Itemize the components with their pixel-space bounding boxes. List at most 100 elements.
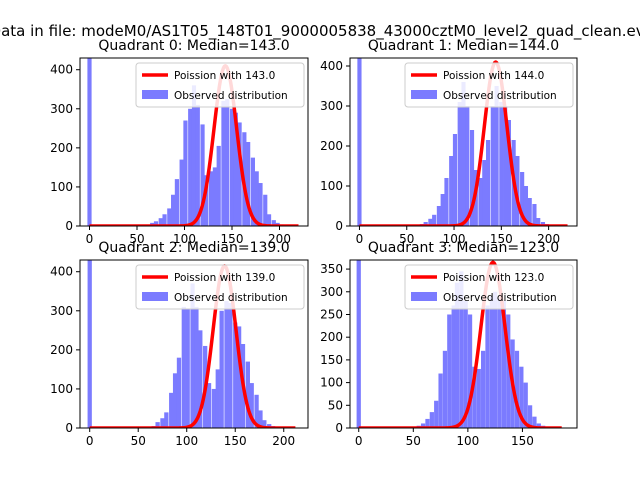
histogram-bar <box>481 350 486 428</box>
y-tick-label: 300 <box>50 304 73 318</box>
histogram-bar <box>452 134 458 226</box>
histogram-bar <box>457 102 462 226</box>
histogram-bar <box>172 373 178 428</box>
x-tick-label: 50 <box>131 434 146 448</box>
histogram-bar <box>434 400 439 428</box>
histogram-bar <box>432 214 437 226</box>
histogram-bar <box>499 102 504 226</box>
legend-hist-label: Observed distribution <box>174 292 288 304</box>
histogram-bar <box>219 310 224 428</box>
histogram-bar <box>87 260 92 428</box>
subplot-quadrant-1: 0 50 100 150 200 0 100 200 300 400 Quadrant 1: Med… <box>320 38 578 246</box>
histogram-bar <box>185 308 190 428</box>
histogram-bar <box>246 142 251 226</box>
histogram-bar <box>206 383 212 428</box>
legend-curve-label: Poission with 143.0 <box>174 70 275 82</box>
legend-curve-label: Poission with 123.0 <box>443 272 544 284</box>
histogram-bar <box>167 208 172 226</box>
histogram-bar <box>249 383 254 428</box>
histogram-bar <box>221 100 226 226</box>
figure-suptitle: Data in file: modeM0/AS1T05_148T01_90000… <box>0 22 640 41</box>
legend-hist-label: Observed distribution <box>443 292 557 304</box>
histogram-bar <box>485 305 490 428</box>
y-tick-label: 400 <box>320 59 343 73</box>
histogram-bar <box>155 422 160 428</box>
histogram-bar <box>195 104 200 226</box>
x-tick-label: 0 <box>86 434 94 448</box>
legend-box <box>135 62 305 108</box>
histogram-bar <box>467 314 473 428</box>
histogram-bar <box>215 369 220 428</box>
histogram-bar <box>447 314 452 428</box>
legend-hist-label: Observed distribution <box>174 90 288 102</box>
y-tick-label: 150 <box>320 353 343 367</box>
axes-frame <box>349 259 578 429</box>
histogram-bar <box>262 420 267 428</box>
legend: Poission with 139.0 Observed distribution <box>135 264 305 310</box>
y-tick-label: 0 <box>335 421 343 435</box>
legend-box <box>404 264 574 310</box>
histogram-bar <box>429 412 434 428</box>
histogram-bar <box>158 218 163 226</box>
y-tick-label: 50 <box>328 398 343 412</box>
y-tick-label: 300 <box>320 99 343 113</box>
x-tick-label: 0 <box>356 232 364 246</box>
legend: Poission with 144.0 Observed distribution <box>404 62 574 108</box>
histogram-bar <box>233 112 238 226</box>
histogram-bar <box>229 108 235 226</box>
histogram-bar <box>423 222 428 226</box>
histogram-bar <box>536 423 541 428</box>
poisson-curve <box>88 64 300 226</box>
x-tick-label: 100 <box>173 232 196 246</box>
histogram-bar <box>436 206 441 226</box>
histogram-bar <box>428 218 433 226</box>
subplot-title: Quadrant 3: Median=123.0 <box>368 240 559 256</box>
histogram-bar <box>87 58 92 226</box>
y-tick-label: 100 <box>50 382 73 396</box>
x-tick-label: 50 <box>406 434 421 448</box>
histogram-bar <box>179 159 184 226</box>
y-tick-label: 300 <box>320 285 343 299</box>
histogram-bar <box>176 357 182 428</box>
subplot-title: Quadrant 0: Median=143.0 <box>98 38 289 54</box>
legend-curve-label: Poission with 144.0 <box>443 70 544 82</box>
histogram-bar <box>171 194 176 226</box>
legend-curve-label: Poission with 139.0 <box>174 272 275 284</box>
legend-box <box>135 264 305 310</box>
y-tick-label: 100 <box>320 179 343 193</box>
histogram-bar <box>469 130 475 226</box>
histogram-bar <box>501 300 507 428</box>
y-tick-label: 0 <box>335 219 343 233</box>
histogram-bar <box>254 171 259 226</box>
histogram-bar <box>463 300 468 428</box>
histogram-bar <box>266 214 272 226</box>
subplot-quadrant-3: 0 50 100 150 0 50 100 150 200 250 300 350 Quadrant 3… <box>320 240 578 448</box>
histogram-bar <box>514 350 520 428</box>
y-tick-label: 200 <box>320 139 343 153</box>
histogram-bar <box>258 183 263 226</box>
legend-hist-label: Observed distribution <box>443 90 557 102</box>
histogram-bar <box>200 124 205 226</box>
poisson-curve <box>88 264 297 428</box>
x-tick-label: 100 <box>443 232 466 246</box>
y-tick-label: 400 <box>50 265 73 279</box>
histogram-bar <box>532 204 537 226</box>
histogram-bar <box>254 394 259 428</box>
histogram-bar <box>493 291 498 428</box>
histogram-bar <box>211 388 217 428</box>
histogram-bar <box>174 179 179 226</box>
histogram-bar <box>494 86 499 226</box>
histogram-bar <box>228 302 233 428</box>
histogram-bar <box>153 221 159 226</box>
legend-hist-swatch <box>411 292 437 301</box>
histogram-bar <box>472 366 477 428</box>
axes-frame <box>79 57 309 227</box>
plot-area <box>357 58 569 226</box>
x-tick-label: 200 <box>537 232 560 246</box>
poisson-curve <box>358 60 569 226</box>
histogram-bar <box>482 160 487 226</box>
x-tick-label: 100 <box>456 434 479 448</box>
histogram-bar <box>461 82 466 226</box>
legend-hist-swatch <box>142 292 168 301</box>
histogram-bar <box>459 271 464 428</box>
